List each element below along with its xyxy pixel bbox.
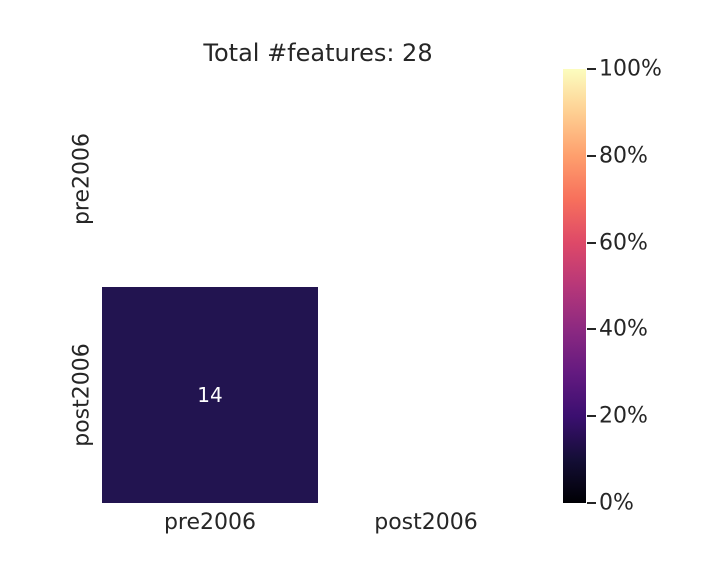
chart-title: Total #features: 28	[203, 39, 433, 67]
y-tick-label-post2006: post2006	[69, 343, 95, 447]
heatmap-cell-post2006-pre2006: 14	[102, 287, 318, 503]
colorbar-tick-mark-20%	[587, 415, 596, 418]
heatmap-cell-pre2006-post2006	[318, 71, 534, 287]
colorbar-tick-label-80%: 80%	[599, 143, 648, 169]
colorbar-tick-label-100%: 100%	[599, 56, 662, 82]
colorbar	[563, 69, 586, 503]
y-tick-label-pre2006: pre2006	[69, 132, 95, 226]
colorbar-tick-label-20%: 20%	[599, 403, 648, 429]
colorbar-tick-mark-100%	[587, 68, 596, 70]
colorbar-tick-label-0%: 0%	[599, 490, 634, 516]
colorbar-tick-label-60%: 60%	[599, 230, 648, 256]
colorbar-tick-label-40%: 40%	[599, 316, 648, 342]
x-tick-label-pre2006: pre2006	[163, 510, 257, 535]
x-tick-label-post2006: post2006	[374, 510, 478, 535]
heatmap-cell-post2006-post2006	[318, 287, 534, 503]
colorbar-tick-mark-60%	[587, 241, 596, 244]
heatmap-plot: 14	[102, 71, 534, 503]
colorbar-tick-mark-80%	[587, 154, 596, 157]
colorbar-tick-mark-0%	[587, 502, 596, 504]
heatmap-cell-pre2006-pre2006	[102, 71, 318, 287]
colorbar-tick-mark-40%	[587, 328, 596, 331]
